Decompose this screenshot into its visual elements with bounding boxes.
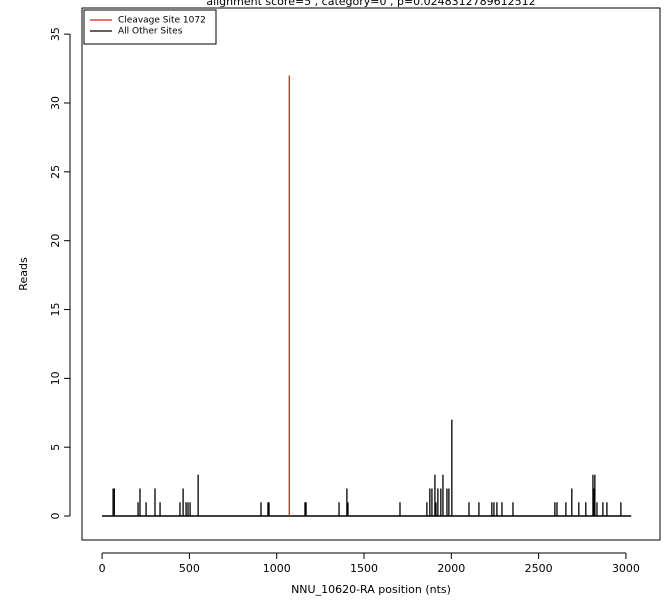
legend-label: Cleavage Site 1072 — [118, 16, 206, 26]
chart-title: alignment score=5 , category=0 , p=0.024… — [206, 0, 535, 8]
x-tick-label: 0 — [99, 562, 106, 575]
y-tick-label: 20 — [49, 234, 62, 248]
x-tick-label: 3000 — [612, 562, 640, 575]
x-tick-label: 2500 — [525, 562, 553, 575]
y-tick-label: 25 — [49, 165, 62, 179]
y-tick-label: 30 — [49, 96, 62, 110]
x-tick-label: 2000 — [437, 562, 465, 575]
x-tick-label: 1000 — [263, 562, 291, 575]
y-tick-label: 35 — [49, 27, 62, 41]
x-tick-label: 500 — [179, 562, 200, 575]
legend-label: All Other Sites — [118, 27, 183, 37]
y-tick-label: 5 — [49, 444, 62, 451]
y-axis-label: Reads — [17, 257, 30, 291]
y-tick-label: 15 — [49, 303, 62, 317]
plot-box — [81, 7, 661, 541]
x-axis-label: NNU_10620-RA position (nts) — [291, 583, 451, 596]
legend-box — [83, 9, 217, 45]
y-tick-label: 10 — [49, 371, 62, 385]
y-tick-label: 0 — [49, 513, 62, 520]
x-tick-label: 1500 — [350, 562, 378, 575]
